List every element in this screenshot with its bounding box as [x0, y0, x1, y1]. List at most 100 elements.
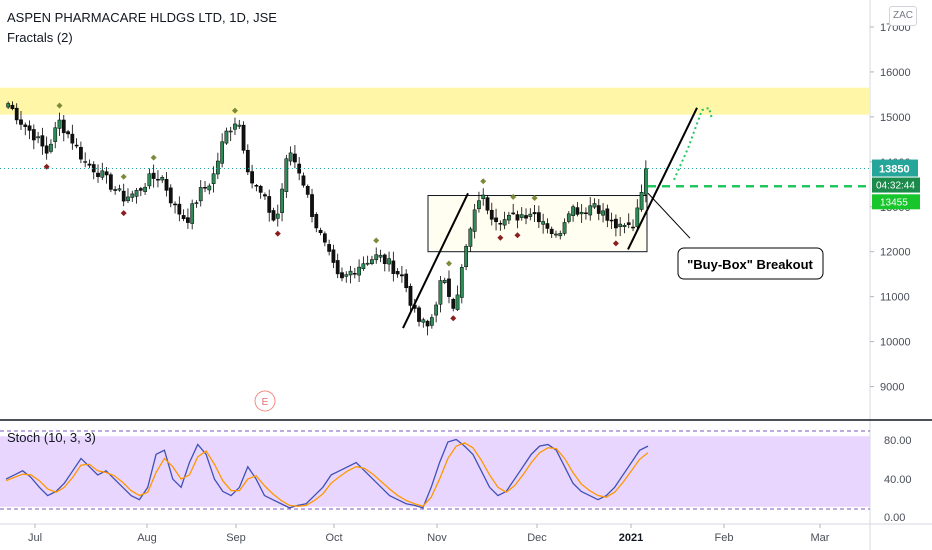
candle: [305, 185, 310, 195]
candle: [352, 272, 357, 275]
countdown-value: 04:32:44: [876, 181, 915, 192]
candle: [622, 224, 627, 227]
candle: [400, 274, 404, 277]
candle: [310, 194, 314, 217]
candle: [147, 173, 152, 187]
candle: [507, 214, 511, 221]
candle: [314, 214, 319, 229]
fractal-down-marker: [120, 210, 127, 217]
candle: [318, 229, 323, 233]
candle: [70, 133, 75, 144]
trend-line-1: [402, 192, 469, 329]
candle: [74, 144, 79, 147]
candle: [592, 203, 597, 208]
candle: [284, 158, 289, 192]
price-tick-label: 12000: [880, 247, 911, 259]
currency-badge[interactable]: ZAC: [889, 6, 917, 26]
candle: [524, 215, 528, 219]
candle: [344, 274, 349, 277]
candle: [566, 213, 571, 222]
indicator-label: Fractals (2): [7, 30, 73, 45]
candle: [173, 203, 177, 206]
countdown-tag: [872, 177, 920, 193]
candle: [104, 171, 109, 176]
resistance-zone: [0, 87, 870, 115]
candle: [387, 258, 391, 265]
candle: [233, 123, 237, 130]
fractal-down-marker: [497, 234, 504, 241]
candle: [271, 210, 276, 221]
candle: [288, 152, 293, 162]
candle: [421, 319, 426, 323]
candle: [365, 262, 370, 265]
candle: [53, 127, 58, 142]
candle: [374, 254, 379, 261]
candle: [177, 203, 182, 215]
price-tick-label: 10000: [880, 337, 911, 349]
candle: [254, 185, 259, 187]
candle: [361, 263, 366, 269]
candle: [61, 119, 66, 134]
candle: [601, 210, 605, 216]
time-tick-label: Nov: [427, 532, 447, 544]
last-price-tag: [872, 159, 918, 177]
candle: [348, 270, 353, 276]
last-price-value: 13850: [879, 164, 910, 176]
candle: [447, 278, 451, 297]
fractal-down-marker: [612, 240, 619, 247]
candle: [27, 125, 32, 131]
candle: [532, 212, 537, 215]
candle: [391, 260, 396, 274]
candle: [605, 208, 610, 221]
candle: [614, 218, 618, 229]
candle: [40, 135, 45, 147]
stoch-d-line: [5, 442, 649, 507]
candle: [23, 124, 28, 127]
candle: [130, 193, 135, 198]
candle: [485, 197, 490, 211]
candle: [57, 119, 62, 129]
candle: [160, 177, 165, 181]
candle: [618, 223, 623, 228]
candle: [6, 103, 11, 108]
fractal-down-marker: [450, 315, 457, 322]
candle: [49, 143, 53, 152]
stoch-label: Stoch (10, 3, 3): [7, 430, 96, 445]
symbol-title: ASPEN PHARMACARE HLDGS LTD, 1D, JSE: [7, 10, 277, 25]
candle: [198, 187, 203, 202]
time-tick-label: Mar: [811, 532, 830, 544]
candle: [455, 294, 460, 310]
candle: [451, 299, 456, 309]
candle: [464, 246, 468, 267]
candles: [6, 101, 648, 336]
candle: [502, 219, 507, 226]
annotation-text: "Buy-Box" Breakout: [687, 257, 813, 272]
candle: [186, 217, 190, 223]
candle: [322, 233, 327, 243]
candle: [301, 175, 306, 186]
price-tick-label: 9000: [880, 382, 904, 394]
candle: [228, 130, 233, 133]
stoch-band: [0, 436, 870, 507]
candle: [190, 203, 195, 224]
candle: [203, 187, 207, 189]
candle: [382, 254, 387, 264]
time-tick-label: Oct: [325, 532, 342, 544]
fractal-up-marker: [531, 195, 538, 202]
time-tick-label: Dec: [527, 532, 547, 544]
candle: [584, 212, 588, 214]
candle: [472, 209, 477, 232]
callout-pointer: [647, 192, 691, 239]
candle: [100, 170, 105, 178]
fractal-up-marker: [480, 178, 487, 185]
candle: [340, 272, 344, 279]
fractal-down-marker: [514, 232, 521, 239]
candle: [494, 217, 498, 223]
candle: [519, 214, 524, 218]
candle: [468, 228, 473, 247]
candle: [596, 205, 601, 214]
candle: [357, 266, 361, 276]
candle: [241, 124, 246, 151]
candle: [541, 221, 546, 225]
